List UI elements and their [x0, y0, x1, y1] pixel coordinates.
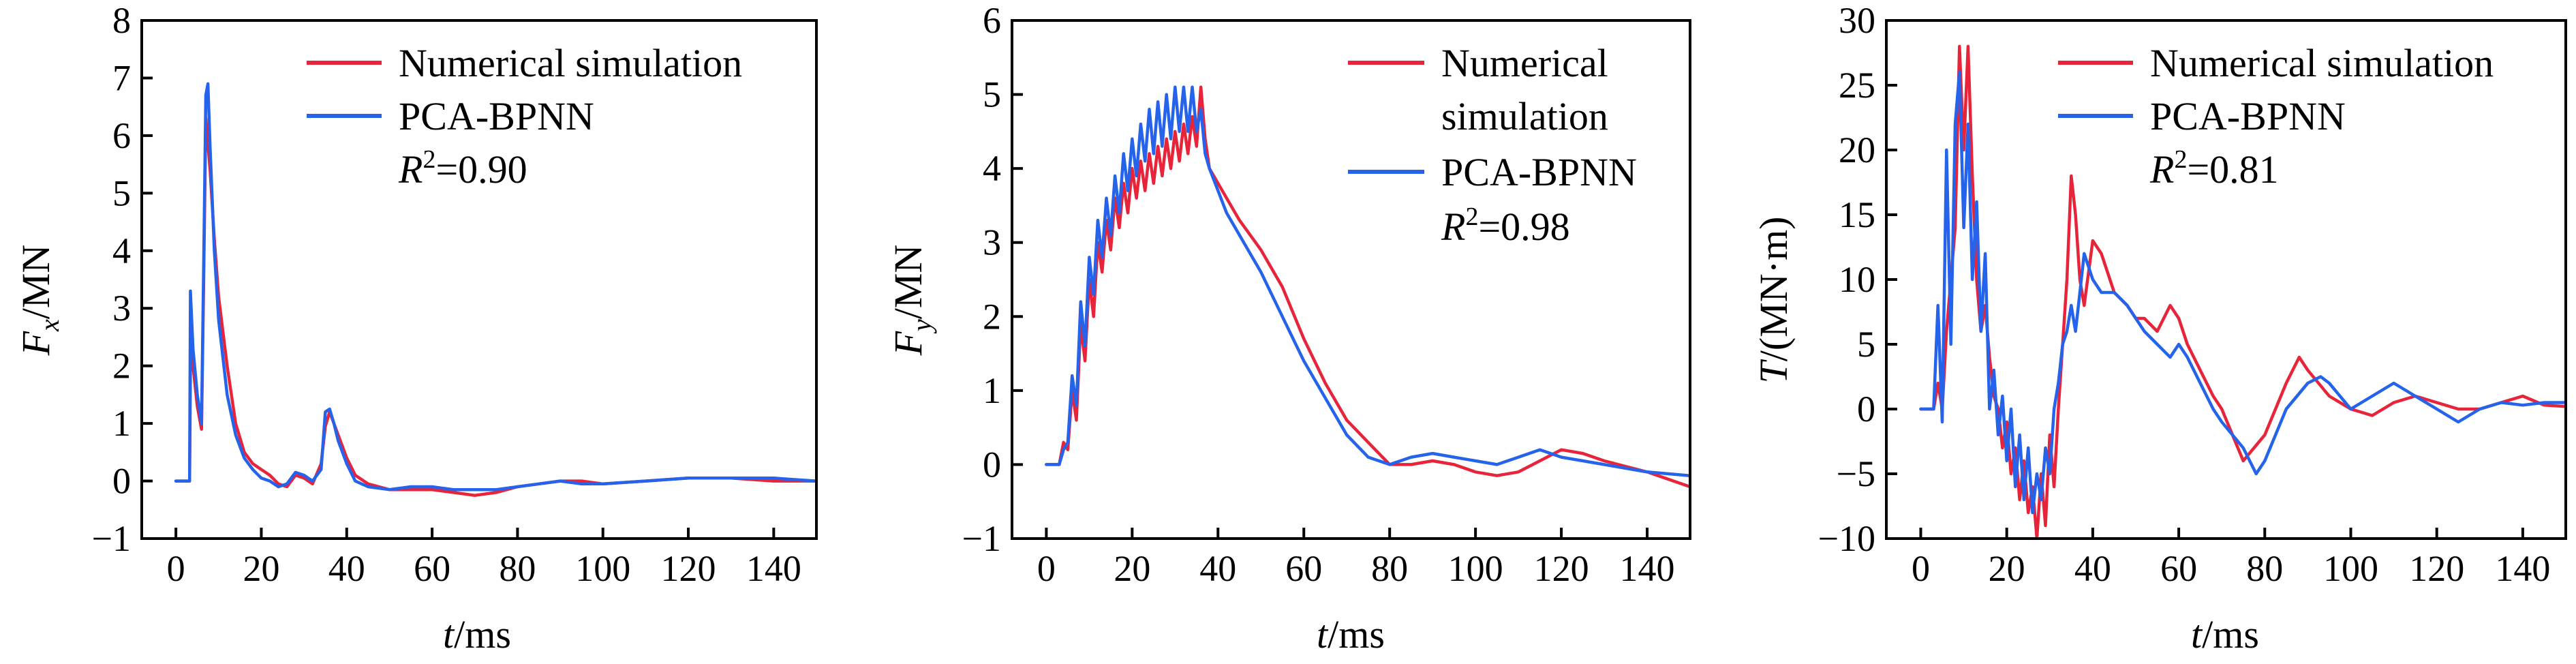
plot-frame [140, 19, 818, 540]
legend-label-numerical-line2: simulation [1441, 94, 1608, 138]
y-axis-title: T/(MN·m) [1751, 217, 1796, 384]
plot-frame [1011, 19, 1691, 540]
x-tick-label: 60 [414, 548, 450, 589]
y-tick-label: 10 [1839, 259, 1875, 300]
series-line-numerical-simulation [1919, 44, 2566, 539]
series-line-pca-bpnn [174, 82, 816, 492]
y-tick-label: 20 [1839, 130, 1875, 170]
y-tick-label: 6 [983, 0, 1001, 41]
y-tick-label: 2 [983, 296, 1001, 337]
y-tick-label: 1 [112, 403, 131, 444]
plot-lines [1045, 85, 1690, 489]
legend-label-pca: PCA-BPNN [399, 94, 594, 138]
y-tick-label: 15 [1839, 194, 1875, 235]
y-tick-label: 7 [112, 57, 131, 98]
legend: Numerical simulation PCA-BPNN R2=0.98 [1348, 41, 1637, 249]
axes [140, 19, 818, 540]
y-tick-label: 3 [983, 222, 1001, 263]
y-tick-label: −5 [1837, 453, 1875, 494]
chart-panel-fx: 0 20 40 60 80 100 120 140 −1 0 1 2 3 4 5 6 7 8 t/ms Fx/MN… [14, 0, 818, 657]
x-tick-label: 120 [2409, 548, 2464, 589]
y-tick-label: 8 [112, 0, 131, 41]
y-tick-label: −1 [92, 518, 131, 559]
y-tick-label: 5 [983, 74, 1001, 115]
x-tick-label: 20 [1114, 548, 1150, 589]
y-tick-label: 25 [1839, 65, 1875, 106]
x-tick-label: 20 [1989, 548, 2025, 589]
plot-lines [174, 82, 816, 497]
legend: Numerical simulation PCA-BPNN R2=0.81 [2058, 41, 2494, 192]
y-tick-label: 0 [1857, 389, 1875, 429]
y-tick-label: 1 [983, 370, 1001, 411]
ticks: 0 20 40 60 80 100 120 140 −10 −5 0 5 10 15 20 25 30 [1818, 0, 2551, 589]
y-tick-label: 2 [112, 346, 131, 387]
legend-label-pca: PCA-BPNN [1441, 150, 1637, 194]
x-tick-label: 140 [2495, 548, 2550, 589]
ticks: 0 20 40 60 80 100 120 140 −1 0 1 2 3 4 5 6 7 8 [92, 0, 801, 589]
x-tick-label: 40 [328, 548, 365, 589]
ticks: 0 20 40 60 80 100 120 140 −1 0 1 2 3 4 5 6 [962, 0, 1675, 589]
x-tick-label: 140 [746, 548, 801, 589]
y-tick-label: 30 [1839, 0, 1875, 41]
series-line-pca-bpnn [1919, 70, 2566, 515]
x-tick-label: 120 [661, 548, 716, 589]
x-tick-label: 0 [167, 548, 185, 589]
x-tick-label: 120 [1534, 548, 1589, 589]
r-squared-annotation: R2=0.98 [1441, 202, 1570, 249]
x-tick-label: 100 [1448, 548, 1503, 589]
axes [1011, 19, 1691, 540]
x-tick-label: 80 [499, 548, 536, 589]
chart-panel-fy: 0 20 40 60 80 100 120 140 −1 0 1 2 3 4 5 6 t/ms Fy/MN N… [886, 0, 1691, 657]
y-tick-label: 4 [112, 230, 131, 271]
x-axis-title: t/ms [2191, 612, 2259, 657]
y-tick-label: 3 [112, 288, 131, 329]
x-axis-title: t/ms [1317, 612, 1385, 657]
legend-label-numerical-line1: Numerical [1441, 41, 1608, 85]
y-tick-label: 5 [112, 172, 131, 213]
x-tick-label: 60 [2160, 548, 2197, 589]
plot-lines [1919, 44, 2566, 539]
y-axis-title: Fx/MN [14, 245, 65, 357]
y-tick-label: 0 [112, 461, 131, 502]
x-tick-label: 80 [2246, 548, 2283, 589]
legend-label-numerical: Numerical simulation [2150, 41, 2494, 85]
x-tick-label: 0 [1912, 548, 1930, 589]
y-tick-label: 4 [983, 148, 1001, 189]
x-tick-label: 60 [1285, 548, 1322, 589]
y-tick-label: −10 [1818, 518, 1875, 559]
x-tick-label: 80 [1371, 548, 1408, 589]
legend-label-numerical: Numerical simulation [399, 41, 742, 85]
chart-panel-torque: 0 20 40 60 80 100 120 140 −10 −5 0 5 10 15 20 25 30 t/ms… [1751, 0, 2567, 657]
y-axis-title: Fy/MN [886, 245, 937, 357]
x-tick-label: 100 [2323, 548, 2378, 589]
x-tick-label: 20 [243, 548, 279, 589]
x-tick-label: 40 [1199, 548, 1236, 589]
r-squared-annotation: R2=0.81 [2149, 145, 2279, 192]
y-tick-label: 6 [112, 115, 131, 156]
y-tick-label: −1 [962, 518, 1001, 559]
y-tick-label: 5 [1857, 324, 1875, 365]
x-axis-title: t/ms [443, 612, 511, 657]
x-tick-label: 100 [575, 548, 630, 589]
x-tick-label: 140 [1620, 548, 1675, 589]
y-tick-label: 0 [983, 444, 1001, 485]
legend-label-pca: PCA-BPNN [2150, 94, 2346, 138]
series-line-pca-bpnn [1045, 85, 1690, 477]
x-tick-label: 40 [2074, 548, 2111, 589]
x-tick-label: 0 [1037, 548, 1056, 589]
r-squared-annotation: R2=0.90 [398, 145, 527, 192]
legend: Numerical simulation PCA-BPNN R2=0.90 [307, 41, 742, 192]
